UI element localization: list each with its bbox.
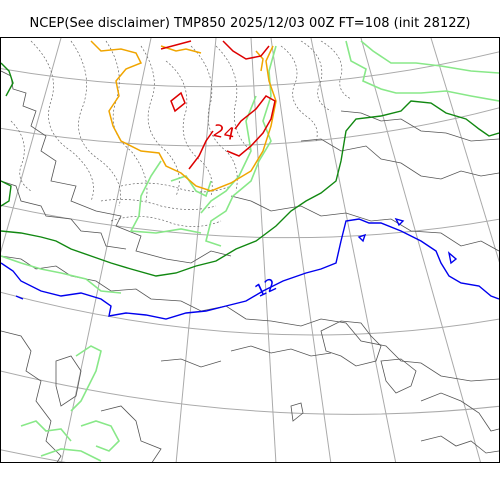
fine-isotherms — [10, 40, 352, 227]
isotherm-blue — [1, 217, 499, 320]
coastlines — [1, 70, 499, 462]
isotherm-green — [1, 62, 499, 277]
isotherm-orange — [90, 40, 277, 192]
contour-label-12: 12 — [252, 275, 280, 302]
isotherm-red — [160, 40, 276, 170]
graticule-parallels — [1, 51, 499, 462]
map-canvas: 24 12 — [1, 38, 499, 462]
map-title: NCEP(See disclaimer) TMP850 2025/12/03 0… — [29, 16, 471, 31]
map-panel: 24 12 — [0, 37, 500, 463]
isotherm-lightgreen — [1, 40, 499, 462]
contour-label-24: 24 — [211, 121, 236, 145]
